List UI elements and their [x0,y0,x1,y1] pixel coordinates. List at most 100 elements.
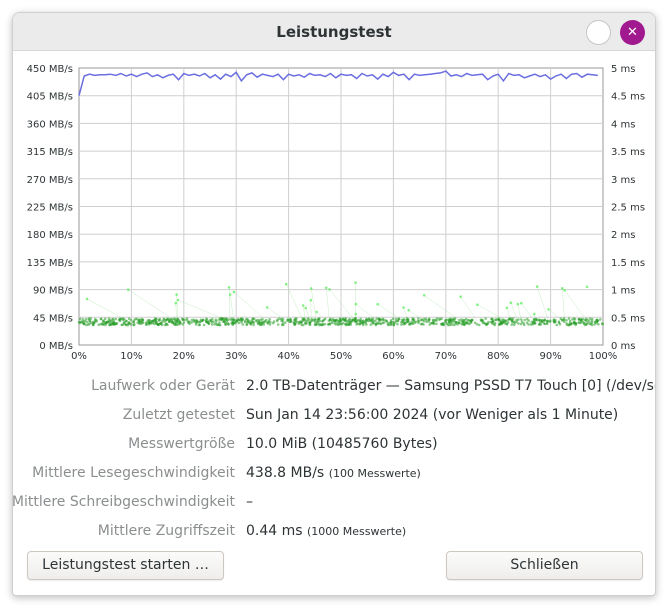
access-time-point [320,323,324,327]
info-row: Laufwerk oder Gerät 2.0 TB-Datenträger — … [13,378,655,398]
access-time-point [309,298,313,302]
access-time-point [562,318,566,322]
access-time-point [595,321,598,325]
access-time-point [309,287,313,290]
access-time-point [435,322,438,326]
access-time-point [294,317,297,320]
access-time-point [150,319,154,323]
access-time-point [402,306,405,309]
access-time-point [173,317,176,321]
access-time-point [362,319,365,323]
close-button[interactable]: Schließen [446,551,643,580]
access-time-point [532,321,535,325]
access-time-point [121,318,125,322]
access-time-point [301,319,305,322]
access-time-point [120,323,123,327]
access-time-point [369,323,373,326]
read-speed-line [78,70,598,96]
access-time-point [218,321,221,325]
access-time-point [329,317,332,321]
access-time-trace [310,288,317,322]
access-time-point [385,319,389,323]
access-time-point [378,318,382,321]
access-time-point [280,319,283,323]
access-time-point [538,318,541,322]
access-time-point [108,319,112,322]
info-value-count: (100 Messwerte) [328,467,421,480]
info-label: Laufwerk oder Gerät [91,378,235,394]
access-time-point [517,318,520,321]
access-time-point [345,322,348,325]
access-time-point [335,318,339,322]
y-tick-label-left: 225 MB/s [27,203,73,214]
access-time-point [148,319,151,322]
access-time-point [330,321,334,325]
access-time-point [431,318,435,322]
access-time-point [586,321,589,324]
access-time-trace [460,296,478,322]
access-time-point [95,318,98,322]
access-time-point [411,322,415,326]
access-time-point [481,321,485,325]
access-time-point [328,288,331,291]
access-time-point [520,301,523,305]
access-time-point [378,322,382,325]
x-tick-label: 0% [71,351,87,362]
access-time-trace [176,294,179,322]
access-time-point [402,318,406,321]
access-time-point [359,317,363,321]
access-time-point [460,323,464,326]
access-time-point [424,317,427,321]
access-time-point [381,317,385,321]
access-time-point [432,321,436,325]
access-time-point [252,323,255,327]
access-time-point [179,322,182,325]
access-time-point [307,318,311,322]
access-time-point [177,318,181,322]
info-value-main: 438.8 MB/s [246,465,325,481]
access-time-point [316,318,320,321]
start-benchmark-button[interactable]: Leistungstest starten … [27,551,224,580]
x-tick-label: 80% [487,351,509,362]
access-time-point [103,317,107,321]
access-time-point [375,317,379,320]
access-time-point [389,321,393,324]
access-time-point [585,285,589,289]
access-time-point [222,320,226,323]
y-tick-label-left: 405 MB/s [27,92,73,103]
info-label: Zuletzt getestet [122,407,235,423]
info-row: Messwertgröße 10.0 MiB (10485760 Bytes) [13,436,655,456]
access-time-point [593,323,596,326]
access-time-point [557,320,561,324]
access-time-point [427,318,431,322]
access-time-point [469,321,473,324]
access-time-point [127,317,131,321]
access-time-trace [329,289,356,322]
info-value: Sun Jan 14 23:56:00 2024 (vor Weniger al… [246,407,618,423]
access-time-trace [128,289,176,322]
close-window-button[interactable]: ✕ [620,20,645,45]
access-time-point [535,317,538,321]
access-time-point [135,317,138,321]
info-value: – [246,494,253,510]
access-time-point [265,306,269,309]
access-time-point [558,322,562,326]
access-time-trace [564,290,588,322]
access-time-point [372,319,375,322]
y-tick-label-left: 315 MB/s [27,147,73,158]
access-time-point [155,320,158,324]
access-time-point [174,321,178,325]
access-time-point [428,323,432,326]
access-time-point [122,321,126,324]
x-tick-label: 20% [173,351,195,362]
access-time-point [263,320,266,323]
access-time-point [458,321,461,325]
y-tick-label-right: 0 ms [611,341,636,352]
access-time-point [99,317,103,321]
y-tick-label-right: 5 ms [611,64,636,75]
minimize-button[interactable] [586,20,611,45]
info-value-main: – [246,494,253,510]
access-time-point [197,323,201,327]
y-tick-label-left: 135 MB/s [27,258,73,269]
access-time-point [272,320,276,323]
